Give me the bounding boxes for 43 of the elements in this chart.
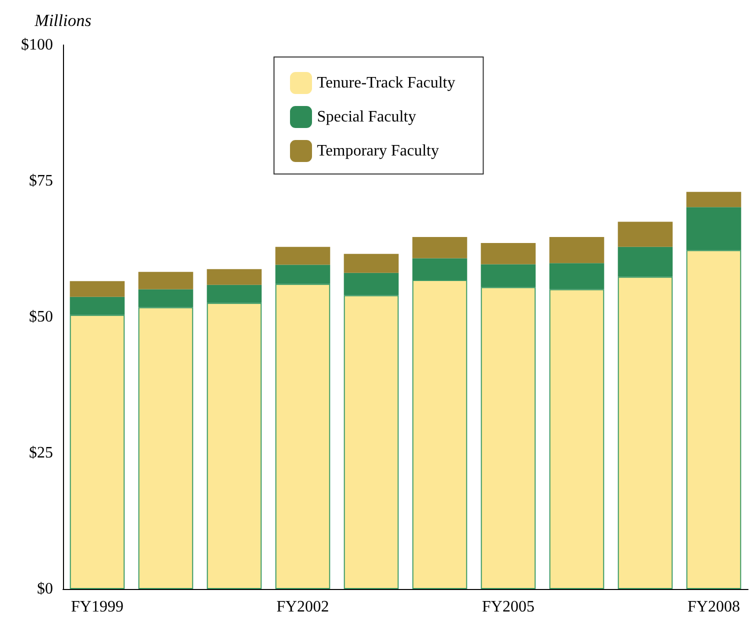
bar: [618, 246, 673, 277]
y-tick-label: $25: [29, 444, 53, 462]
y-axis-title: Millions: [34, 11, 92, 30]
x-tick-label: FY2005: [482, 598, 534, 616]
bar: [686, 192, 742, 208]
bar: [344, 295, 399, 589]
legend-label: Temporary Faculty: [317, 142, 439, 160]
bar: [480, 264, 536, 288]
y-tick-label: $0: [37, 580, 53, 598]
x-tick-label: FY2008: [688, 598, 740, 616]
bar: [618, 276, 673, 589]
bar: [206, 284, 262, 303]
bar: [686, 207, 742, 250]
bar: [275, 284, 330, 589]
bar: [344, 272, 399, 296]
bar: [138, 307, 194, 589]
bar: [206, 302, 262, 589]
bar: [70, 281, 125, 297]
bar: [70, 314, 125, 589]
bar: [206, 269, 262, 285]
bar: [138, 289, 194, 308]
bar: [70, 296, 125, 315]
bar: [275, 264, 330, 284]
bar: [618, 222, 673, 247]
bar: [412, 258, 468, 280]
y-tick-label: $50: [29, 308, 53, 326]
bar: [549, 237, 604, 264]
bar: [344, 254, 399, 273]
x-tick-label: FY1999: [71, 598, 124, 616]
bar: [275, 246, 330, 265]
legend-label: Tenure-Track Faculty: [317, 74, 456, 92]
x-tick-label: FY2002: [276, 598, 329, 616]
bar: [412, 237, 468, 258]
bar: [480, 287, 536, 589]
bar: [480, 243, 536, 264]
bar: [549, 263, 604, 290]
bar: [138, 272, 194, 290]
bar: [549, 289, 604, 589]
legend-label: Special Faculty: [317, 108, 416, 126]
bar: [412, 280, 468, 589]
y-tick-label: $75: [29, 172, 53, 190]
y-tick-label: $100: [21, 36, 53, 54]
bar: [686, 250, 742, 589]
